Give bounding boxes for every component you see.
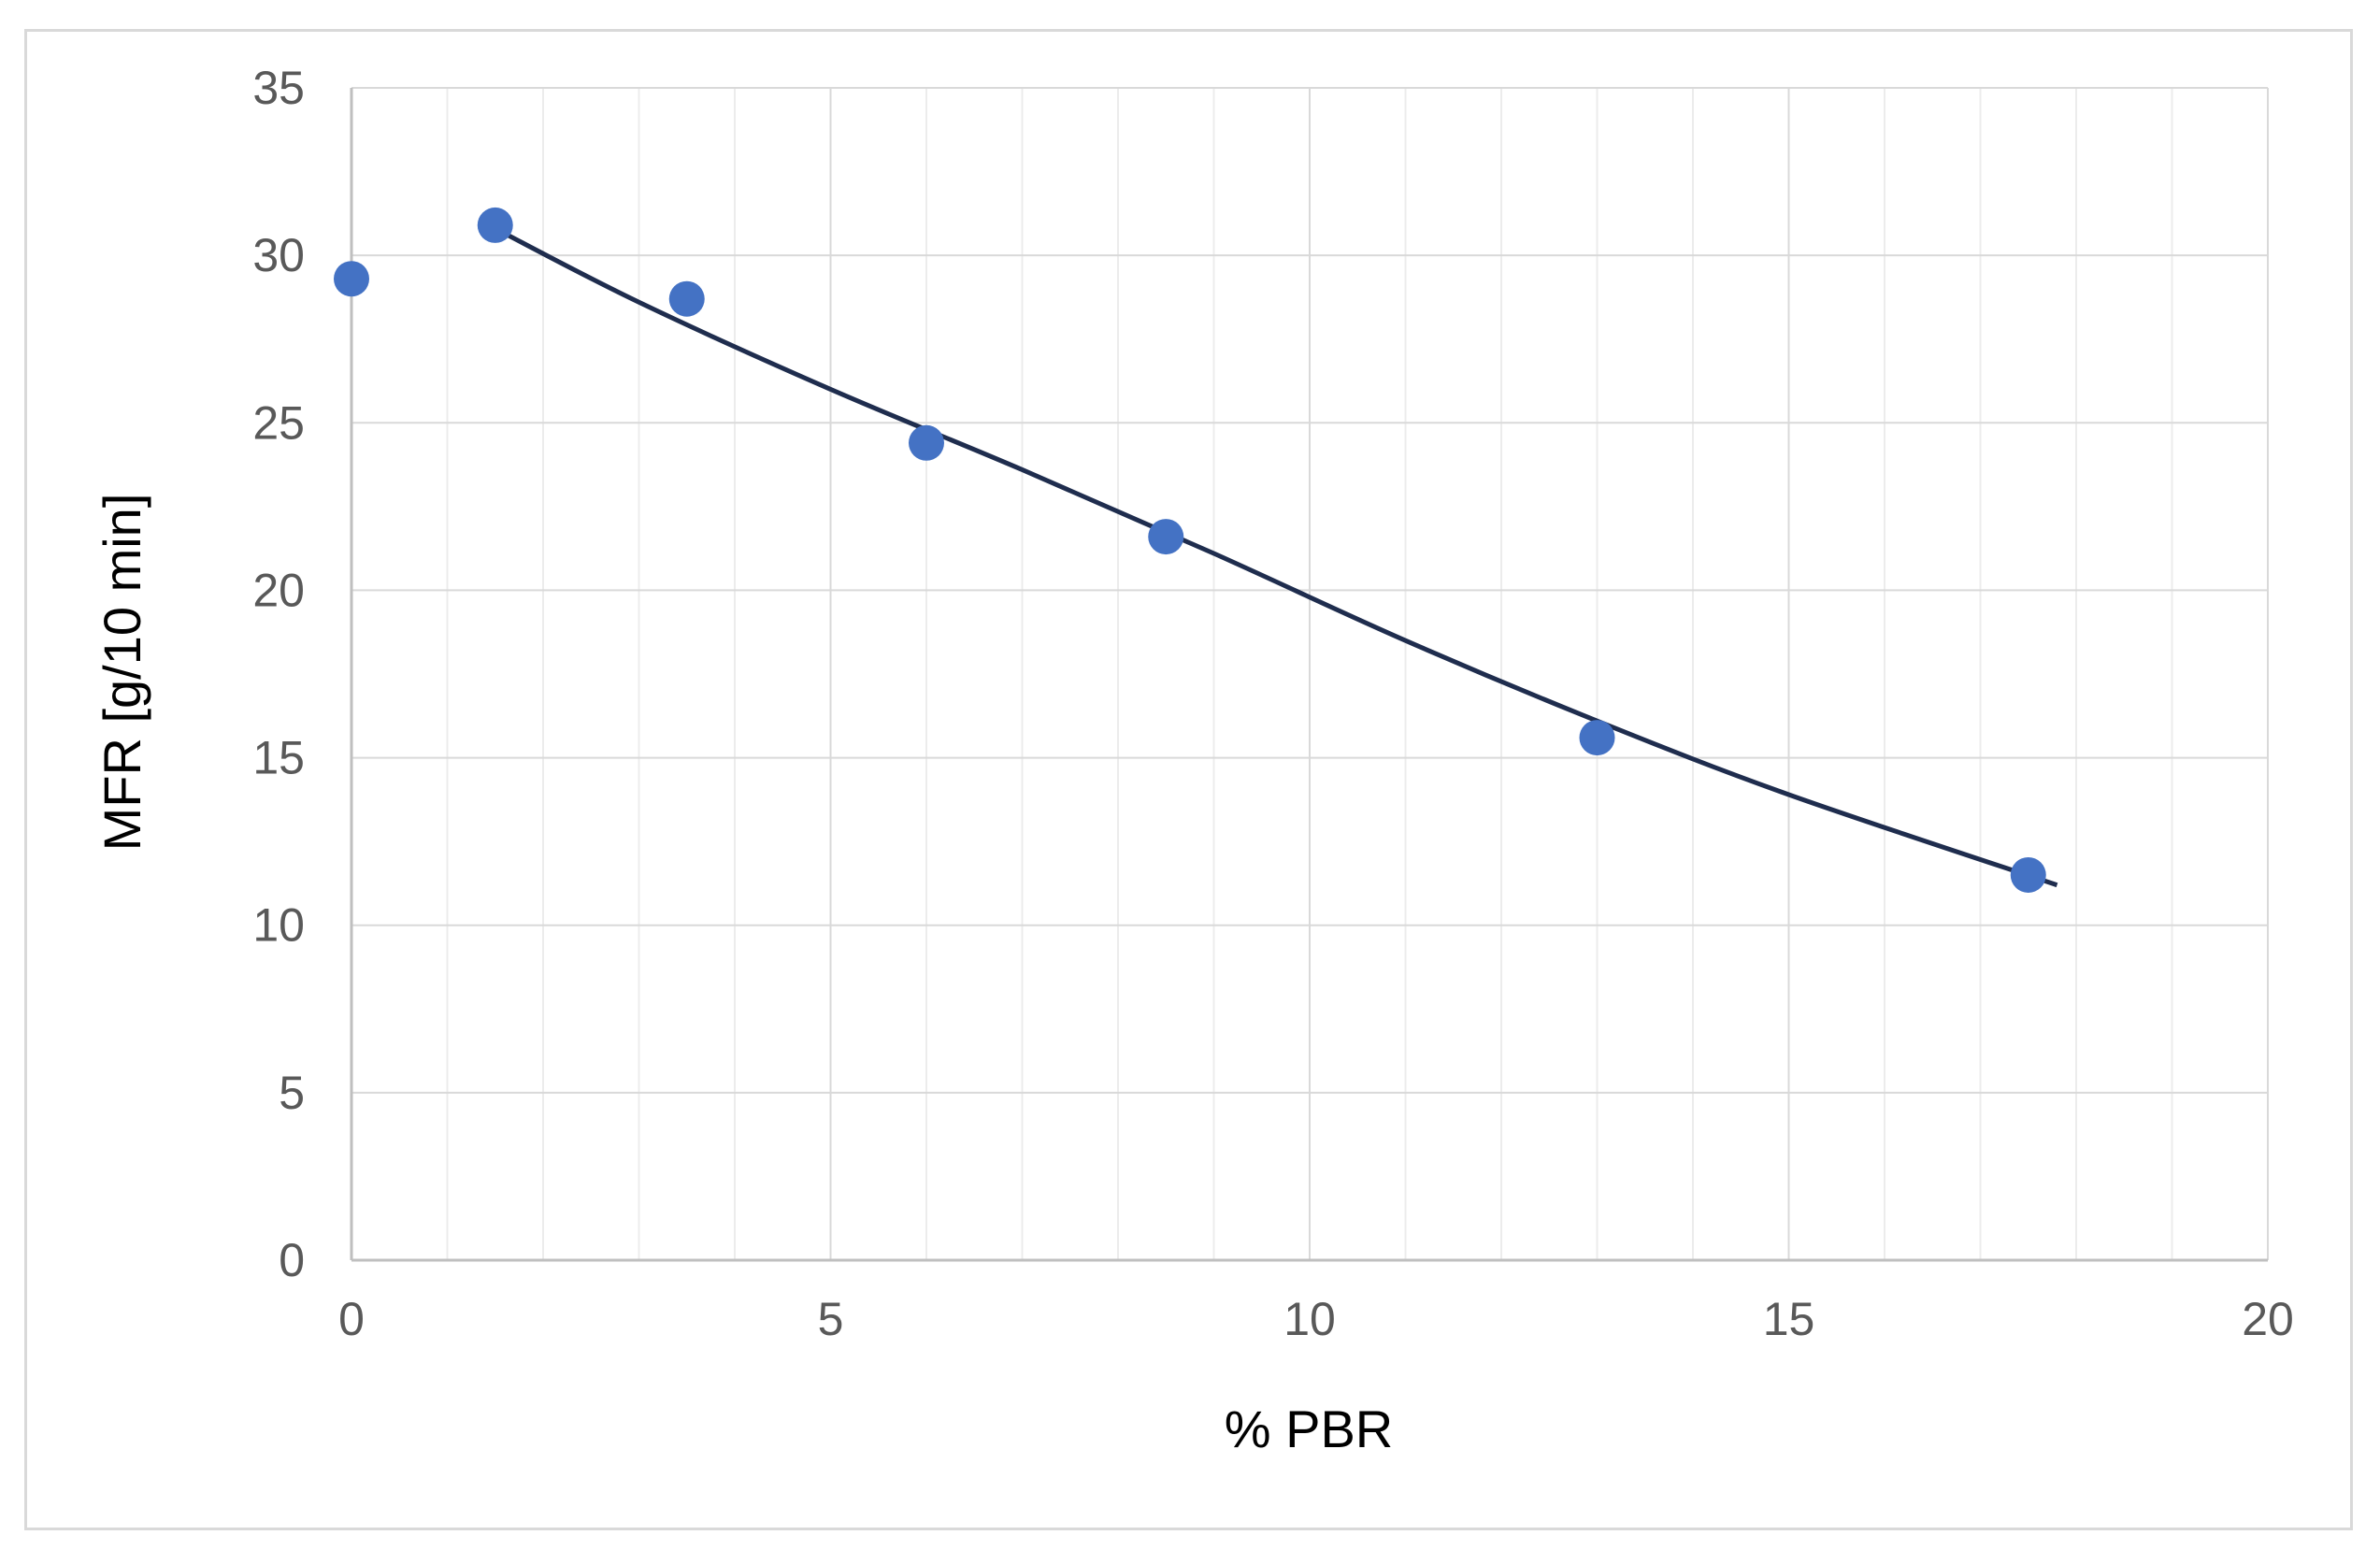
- x-tick-label: 20: [2242, 1293, 2294, 1345]
- y-axis-title: MFR [g/10 min]: [93, 494, 151, 852]
- x-axis-title: % PBR: [1225, 1399, 1394, 1458]
- x-tick-label: 0: [338, 1293, 365, 1345]
- trendline: [494, 226, 2058, 888]
- data-point: [668, 280, 705, 317]
- y-tick-label: 0: [279, 1234, 305, 1286]
- data-point: [334, 261, 369, 297]
- data-point: [1579, 720, 1615, 756]
- data-point: [2010, 856, 2046, 893]
- x-tick-label: 10: [1283, 1293, 1336, 1345]
- y-tick-label: 20: [252, 564, 305, 616]
- y-tick-label: 30: [252, 229, 305, 281]
- y-tick-label: 5: [279, 1067, 305, 1119]
- y-tick-label: 35: [252, 62, 305, 114]
- y-tick-label: 10: [252, 899, 305, 952]
- data-points: [334, 207, 2046, 893]
- x-tick-label: 5: [818, 1293, 844, 1345]
- x-tick-labels: 0 5 10 15 20: [338, 1293, 2294, 1345]
- y-tick-labels: 0 5 10 15 20 25 30 35: [252, 62, 305, 1286]
- data-point: [1148, 519, 1184, 555]
- y-tick-label: 15: [252, 732, 305, 784]
- x-tick-label: 15: [1763, 1293, 1815, 1345]
- data-point: [909, 424, 944, 461]
- chart-frame: [24, 29, 2353, 1530]
- y-tick-label: 25: [252, 396, 305, 449]
- major-gridlines: [351, 87, 2269, 1260]
- minor-gridlines: [446, 88, 2173, 1260]
- data-point: [477, 207, 513, 243]
